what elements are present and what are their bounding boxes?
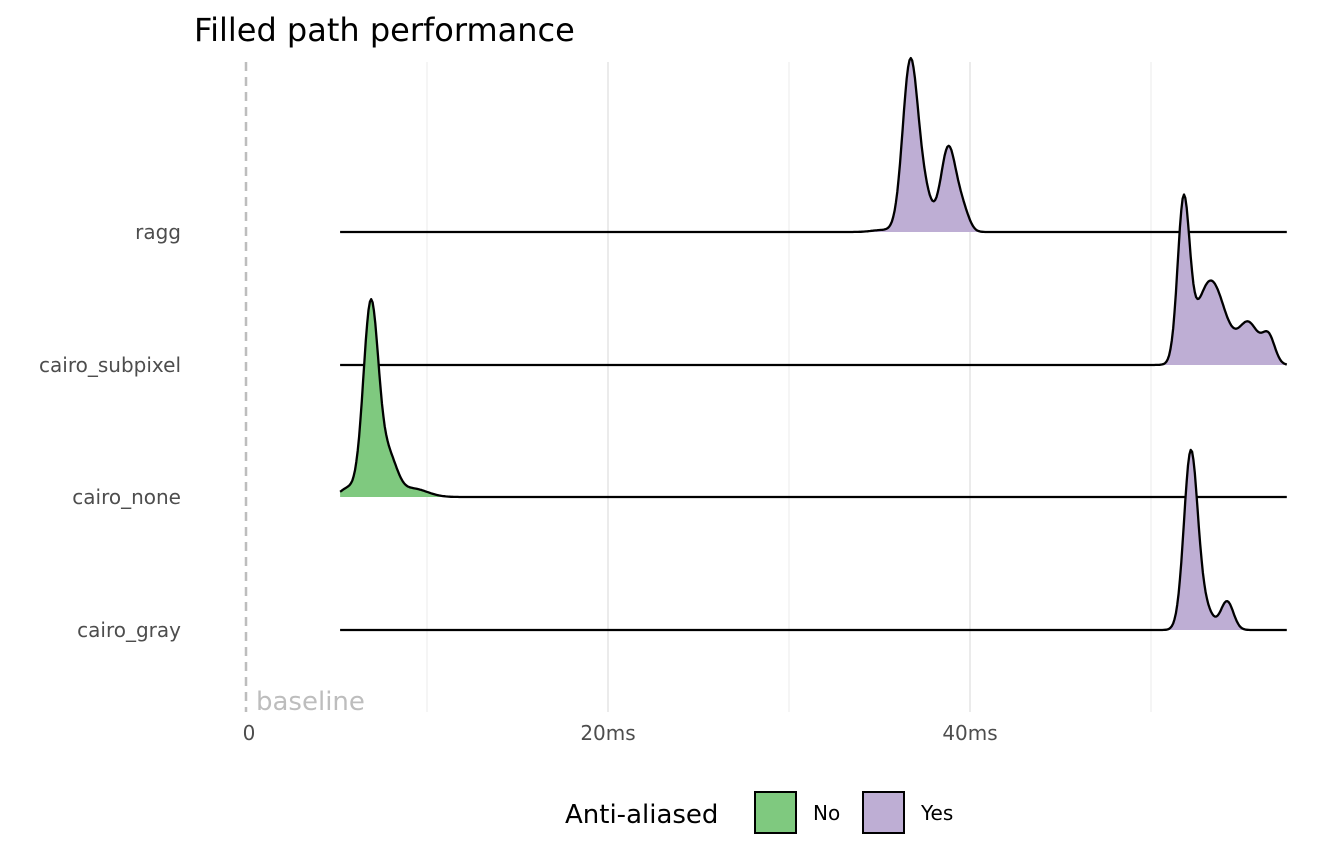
- x-tick-label: 40ms: [942, 721, 997, 745]
- ridge-cairo_subpixel: [340, 193, 1288, 367]
- legend-title: Anti-aliased: [565, 800, 718, 830]
- legend-label-no: No: [813, 801, 840, 825]
- x-tick-label: 0: [243, 721, 256, 745]
- grid-lines: [244, 62, 1152, 712]
- ridge-outline-cairo_gray: [340, 448, 1287, 632]
- y-tick-labels: ragg cairo_subpixel cairo_none cairo_gray: [39, 220, 181, 642]
- ridge-fill-ragg: [340, 58, 1287, 232]
- ridge-cairo_gray: [340, 448, 1287, 632]
- ridge-outline-ragg: [340, 56, 1287, 234]
- ridge-outline-cairo_none: [339, 298, 1287, 499]
- legend-key-no: [754, 791, 797, 834]
- y-tick-label-cairo_gray: cairo_gray: [77, 618, 181, 642]
- y-tick-label-cairo_subpixel: cairo_subpixel: [39, 353, 181, 377]
- ridge-fill-cairo_none: [340, 299, 1287, 497]
- ridge-fill-cairo_gray: [340, 449, 1287, 630]
- baseline-annotation-label: baseline: [256, 687, 365, 717]
- legend-label-yes: Yes: [920, 801, 953, 825]
- ridge-outline-cairo_subpixel: [340, 193, 1288, 367]
- ridge-fill-cairo_subpixel: [340, 194, 1287, 365]
- x-tick-label: 20ms: [580, 721, 635, 745]
- ridges: [339, 56, 1288, 632]
- chart-title: Filled path performance: [194, 11, 575, 49]
- legend: Anti-aliased No Yes: [565, 791, 953, 834]
- legend-key-yes: [862, 791, 905, 834]
- y-tick-label-cairo_none: cairo_none: [72, 485, 181, 509]
- y-tick-label-ragg: ragg: [135, 220, 181, 244]
- ridge-ragg: [340, 56, 1287, 234]
- ridge-cairo_none: [339, 298, 1287, 499]
- x-tick-labels: 0 20ms 40ms: [243, 721, 998, 745]
